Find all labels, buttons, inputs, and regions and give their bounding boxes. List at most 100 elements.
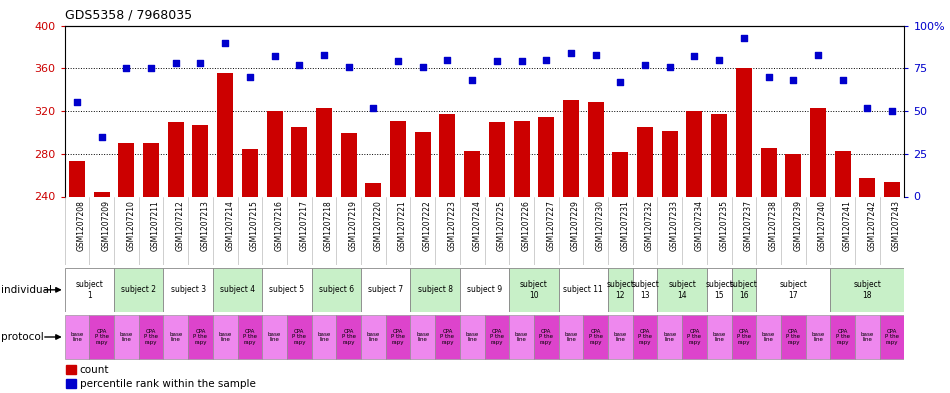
Text: CPA
P the
rapy: CPA P the rapy — [342, 329, 355, 345]
Text: CPA
P the
rapy: CPA P the rapy — [144, 329, 158, 345]
Bar — [143, 143, 159, 196]
FancyBboxPatch shape — [435, 315, 460, 359]
Bar — [514, 121, 529, 196]
Text: CPA
P the
rapy: CPA P the rapy — [490, 329, 504, 345]
FancyBboxPatch shape — [559, 268, 608, 312]
Text: GSM1207229: GSM1207229 — [571, 200, 579, 251]
FancyBboxPatch shape — [682, 315, 707, 359]
FancyBboxPatch shape — [213, 315, 238, 359]
Text: GSM1207213: GSM1207213 — [200, 200, 209, 251]
Point — [637, 62, 653, 68]
Bar — [119, 143, 134, 196]
Text: GSM1207232: GSM1207232 — [645, 200, 654, 251]
Bar — [712, 114, 727, 196]
Text: subject
1: subject 1 — [75, 280, 104, 299]
Text: subject 4: subject 4 — [220, 285, 255, 294]
Text: GSM1207218: GSM1207218 — [324, 200, 332, 251]
Text: CPA
P the
rapy: CPA P the rapy — [441, 329, 454, 345]
Point — [514, 58, 529, 64]
Point — [267, 53, 282, 59]
Text: GSM1207240: GSM1207240 — [818, 200, 826, 251]
Text: GSM1207227: GSM1207227 — [546, 200, 555, 251]
FancyBboxPatch shape — [657, 315, 682, 359]
Bar — [440, 114, 455, 196]
Text: base
line: base line — [762, 332, 775, 342]
FancyBboxPatch shape — [312, 315, 336, 359]
FancyBboxPatch shape — [114, 268, 163, 312]
Bar — [662, 131, 677, 196]
Point — [563, 50, 579, 56]
Point — [119, 65, 134, 72]
Point — [712, 57, 727, 63]
Text: GSM1207208: GSM1207208 — [77, 200, 86, 251]
Text: CPA
P the
rapy: CPA P the rapy — [293, 329, 306, 345]
Bar — [242, 149, 257, 196]
Bar — [465, 151, 480, 196]
Text: subject 3: subject 3 — [171, 285, 205, 294]
Text: count: count — [80, 365, 109, 375]
Text: GSM1207215: GSM1207215 — [250, 200, 258, 251]
Text: base
line: base line — [466, 332, 479, 342]
FancyBboxPatch shape — [460, 315, 485, 359]
Text: GSM1207226: GSM1207226 — [522, 200, 530, 251]
Point — [860, 105, 875, 111]
Point — [786, 77, 801, 83]
FancyBboxPatch shape — [707, 315, 732, 359]
Bar — [366, 183, 381, 196]
Text: base
line: base line — [268, 332, 281, 342]
FancyBboxPatch shape — [756, 268, 830, 312]
Text: subject 9: subject 9 — [467, 285, 502, 294]
FancyBboxPatch shape — [65, 268, 114, 312]
FancyBboxPatch shape — [238, 315, 262, 359]
Point — [366, 105, 381, 111]
FancyBboxPatch shape — [361, 315, 386, 359]
Text: CPA
P the
rapy: CPA P the rapy — [836, 329, 849, 345]
Text: GSM1207242: GSM1207242 — [867, 200, 876, 251]
FancyBboxPatch shape — [509, 268, 559, 312]
Text: GSM1207212: GSM1207212 — [176, 200, 184, 251]
Text: subject
10: subject 10 — [520, 280, 548, 299]
Text: subject 7: subject 7 — [369, 285, 403, 294]
Text: GSM1207238: GSM1207238 — [769, 200, 777, 251]
Bar — [66, 379, 76, 388]
Point — [143, 65, 159, 72]
Text: CPA
P the
rapy: CPA P the rapy — [95, 329, 108, 345]
Text: base
line: base line — [416, 332, 429, 342]
FancyBboxPatch shape — [534, 315, 559, 359]
Point — [242, 74, 257, 80]
FancyBboxPatch shape — [633, 268, 657, 312]
Text: GSM1207241: GSM1207241 — [843, 200, 851, 251]
Bar — [341, 134, 356, 196]
Bar — [69, 161, 85, 196]
Text: subject
17: subject 17 — [779, 280, 808, 299]
Text: subject
16: subject 16 — [730, 280, 758, 299]
FancyBboxPatch shape — [756, 315, 781, 359]
FancyBboxPatch shape — [114, 315, 139, 359]
FancyBboxPatch shape — [188, 315, 213, 359]
Point — [292, 62, 307, 68]
Text: GSM1207219: GSM1207219 — [349, 200, 357, 251]
Text: GSM1207231: GSM1207231 — [620, 200, 629, 251]
Text: subject
15: subject 15 — [705, 280, 733, 299]
FancyBboxPatch shape — [262, 315, 287, 359]
FancyBboxPatch shape — [732, 315, 756, 359]
Bar — [94, 192, 109, 196]
FancyBboxPatch shape — [781, 315, 806, 359]
Bar — [786, 154, 801, 196]
Text: GSM1207220: GSM1207220 — [373, 200, 382, 251]
Point — [539, 57, 554, 63]
Bar — [588, 103, 603, 196]
Text: GSM1207239: GSM1207239 — [793, 200, 802, 251]
Text: GSM1207233: GSM1207233 — [670, 200, 678, 251]
Text: subject 6: subject 6 — [319, 285, 353, 294]
Point — [316, 51, 332, 58]
Bar — [193, 125, 208, 196]
Text: base
line: base line — [712, 332, 726, 342]
Bar — [884, 182, 900, 196]
FancyBboxPatch shape — [361, 268, 410, 312]
Point — [884, 108, 900, 114]
Text: CPA
P the
rapy: CPA P the rapy — [688, 329, 701, 345]
FancyBboxPatch shape — [830, 268, 904, 312]
Text: GSM1207214: GSM1207214 — [225, 200, 234, 251]
FancyBboxPatch shape — [460, 268, 509, 312]
